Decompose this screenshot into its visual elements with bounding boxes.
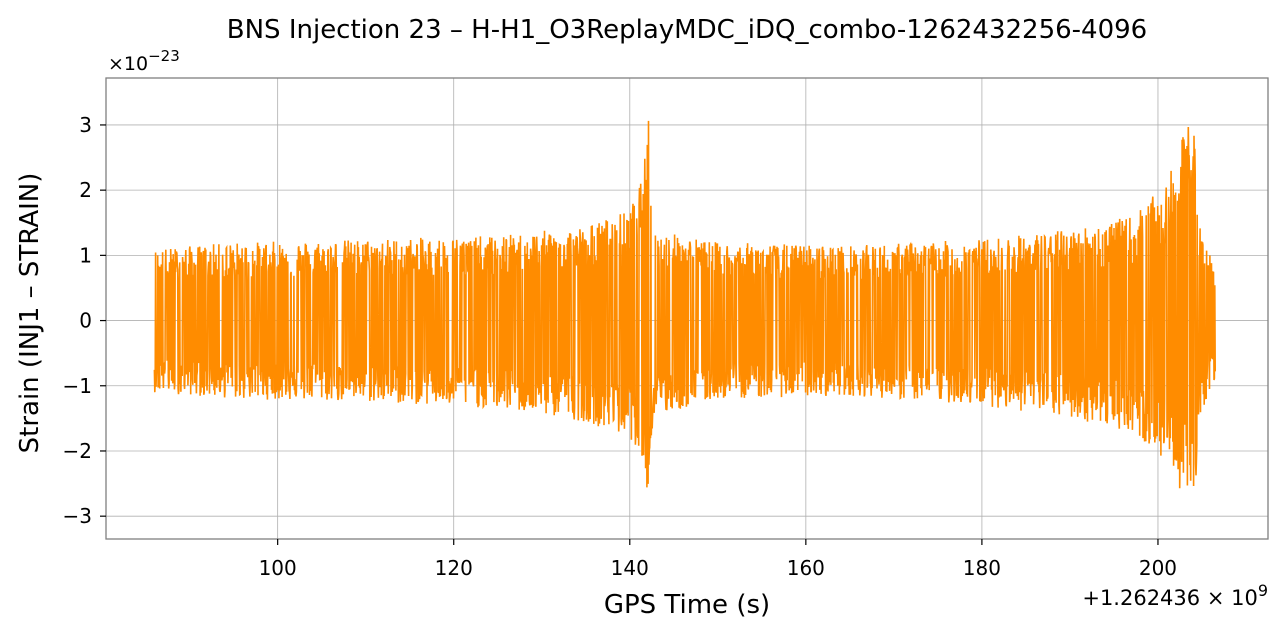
y-tick-label: 3: [79, 113, 92, 137]
strain-series-line: [153, 120, 1216, 489]
x-axis-ticks: 100 120 140 160 180 200: [259, 539, 1177, 580]
y-tick-label: 1: [79, 243, 92, 267]
y-axis-label: Strain (INJ1 – STRAIN): [15, 173, 45, 454]
y-axis-scale-factor: ×10−23: [108, 47, 180, 75]
y-axis-ticks: −3 −2 −1 0 1 2 3: [63, 113, 106, 528]
plot-area: [153, 120, 1216, 489]
x-tick-label: 200: [1139, 556, 1177, 580]
x-tick-label: 140: [611, 556, 649, 580]
y-tick-label: −2: [63, 439, 92, 463]
x-tick-label: 180: [963, 556, 1001, 580]
y-tick-label: −3: [63, 504, 92, 528]
x-axis-offset-label: +1.262436 × 109: [1082, 581, 1268, 610]
y-tick-label: 0: [79, 309, 92, 333]
x-tick-label: 160: [787, 556, 825, 580]
plot-frame: [105, 77, 1269, 540]
x-axis-label: GPS Time (s): [604, 590, 770, 620]
x-tick-label: 120: [435, 556, 473, 580]
x-tick-label: 100: [259, 556, 297, 580]
y-tick-label: 2: [79, 178, 92, 202]
y-tick-label: −1: [63, 374, 92, 398]
chart-title: BNS Injection 23 – H-H1_O3ReplayMDC_iDQ_…: [227, 15, 1147, 45]
